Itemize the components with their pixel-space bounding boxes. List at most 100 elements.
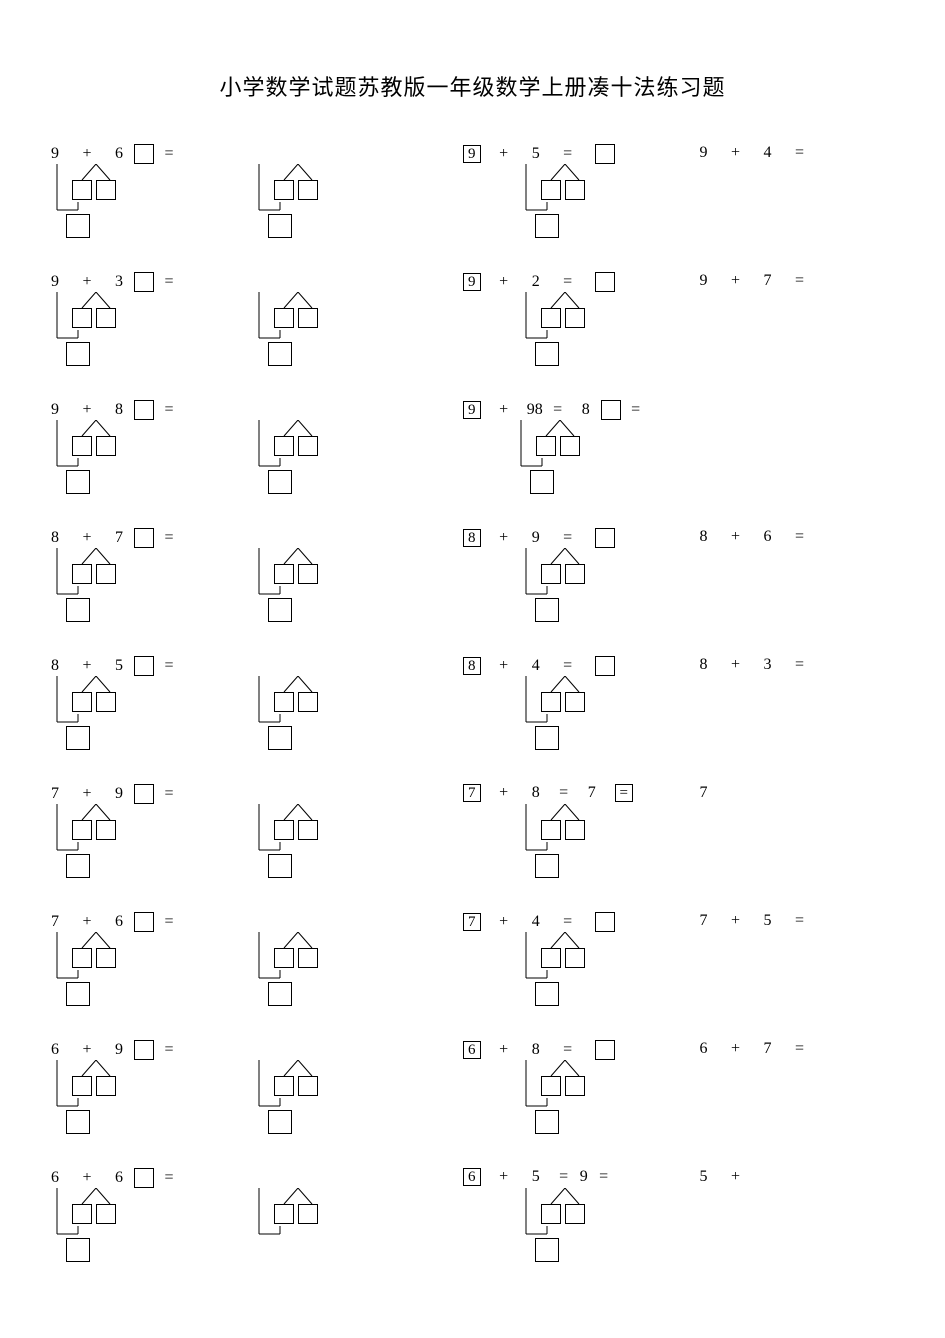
split-box-left[interactable] (274, 1204, 294, 1224)
ten-box[interactable] (268, 214, 292, 238)
ten-box[interactable] (535, 726, 559, 750)
split-box-left[interactable] (541, 820, 561, 840)
ten-box[interactable] (268, 726, 292, 750)
answer-box[interactable] (595, 912, 615, 932)
split-box-left[interactable] (72, 820, 92, 840)
split-box-left[interactable] (72, 180, 92, 200)
split-box-right[interactable] (298, 180, 318, 200)
split-box-right[interactable] (565, 1076, 585, 1096)
split-box-right[interactable] (96, 1204, 116, 1224)
answer-box[interactable] (134, 1168, 154, 1188)
answer-box[interactable] (134, 400, 154, 420)
problem-row: 9+3= 9+2= 9+7= (50, 270, 895, 398)
split-box-right[interactable] (565, 820, 585, 840)
ten-box[interactable] (66, 470, 90, 494)
answer-box[interactable] (134, 912, 154, 932)
split-box-right[interactable] (298, 308, 318, 328)
ten-box[interactable] (535, 598, 559, 622)
ten-box[interactable] (66, 214, 90, 238)
ten-box[interactable] (268, 982, 292, 1006)
split-box-right[interactable] (96, 948, 116, 968)
ten-box[interactable] (66, 726, 90, 750)
split-box-right[interactable] (298, 564, 318, 584)
split-box-left[interactable] (541, 180, 561, 200)
split-box-right[interactable] (565, 1204, 585, 1224)
ten-box[interactable] (66, 342, 90, 366)
split-box-right[interactable] (96, 436, 116, 456)
answer-box[interactable] (595, 528, 615, 548)
ten-box[interactable] (535, 342, 559, 366)
ten-box[interactable] (535, 854, 559, 878)
split-box-left[interactable] (72, 308, 92, 328)
answer-box[interactable] (134, 656, 154, 676)
split-box-right[interactable] (565, 564, 585, 584)
ten-box[interactable] (535, 214, 559, 238)
split-box-right[interactable] (96, 692, 116, 712)
split-box-left[interactable] (72, 436, 92, 456)
ten-box[interactable] (66, 854, 90, 878)
answer-box[interactable] (595, 656, 615, 676)
ten-box[interactable] (268, 598, 292, 622)
split-box-left[interactable] (72, 948, 92, 968)
split-box-left[interactable] (274, 692, 294, 712)
ten-box[interactable] (66, 598, 90, 622)
split-box-right[interactable] (298, 1204, 318, 1224)
answer-box[interactable] (595, 144, 615, 164)
answer-box[interactable] (595, 1040, 615, 1060)
split-box-left[interactable] (274, 1076, 294, 1096)
ten-box[interactable] (268, 854, 292, 878)
split-box-right[interactable] (96, 1076, 116, 1096)
split-box-left[interactable] (541, 564, 561, 584)
ten-box[interactable] (530, 470, 554, 494)
split-box-left[interactable] (541, 308, 561, 328)
split-box-left[interactable] (72, 564, 92, 584)
split-box-left[interactable] (274, 308, 294, 328)
split-box-left[interactable] (541, 1204, 561, 1224)
ten-box[interactable] (66, 1238, 90, 1262)
split-box-left[interactable] (541, 948, 561, 968)
ten-box[interactable] (268, 1110, 292, 1134)
split-box-left[interactable] (72, 692, 92, 712)
ten-box[interactable] (268, 470, 292, 494)
split-box-left[interactable] (274, 948, 294, 968)
split-box-right[interactable] (298, 692, 318, 712)
split-box-left[interactable] (274, 820, 294, 840)
split-box-right[interactable] (298, 820, 318, 840)
answer-box[interactable] (134, 272, 154, 292)
split-box-right[interactable] (298, 1076, 318, 1096)
answer-box[interactable] (595, 272, 615, 292)
split-box-right[interactable] (565, 180, 585, 200)
split-box-left[interactable] (274, 180, 294, 200)
split-box-left[interactable] (72, 1204, 92, 1224)
split-box-left[interactable] (536, 436, 556, 456)
split-box-right[interactable] (298, 948, 318, 968)
split-box-right[interactable] (96, 564, 116, 584)
split-box-left[interactable] (274, 436, 294, 456)
answer-box[interactable] (134, 528, 154, 548)
split-box-right[interactable] (565, 948, 585, 968)
answer-box[interactable] (134, 144, 154, 164)
split-box-right[interactable] (96, 820, 116, 840)
operand-b: 7 (763, 1040, 773, 1058)
split-box-right[interactable] (298, 436, 318, 456)
ten-box[interactable] (535, 1110, 559, 1134)
equals: = (164, 273, 174, 291)
ten-box[interactable] (535, 982, 559, 1006)
answer-box[interactable] (134, 1040, 154, 1060)
answer-box[interactable] (134, 784, 154, 804)
split-box-right[interactable] (560, 436, 580, 456)
ten-box[interactable] (535, 1238, 559, 1262)
split-box-right[interactable] (96, 180, 116, 200)
ten-box[interactable] (66, 982, 90, 1006)
split-box-right[interactable] (565, 308, 585, 328)
split-box-left[interactable] (274, 564, 294, 584)
ten-box[interactable] (66, 1110, 90, 1134)
split-box-left[interactable] (541, 692, 561, 712)
answer-box[interactable] (601, 400, 621, 420)
split-box-right[interactable] (565, 692, 585, 712)
ten-box[interactable] (268, 342, 292, 366)
operator: + (82, 657, 92, 675)
split-box-right[interactable] (96, 308, 116, 328)
split-box-left[interactable] (72, 1076, 92, 1096)
split-box-left[interactable] (541, 1076, 561, 1096)
